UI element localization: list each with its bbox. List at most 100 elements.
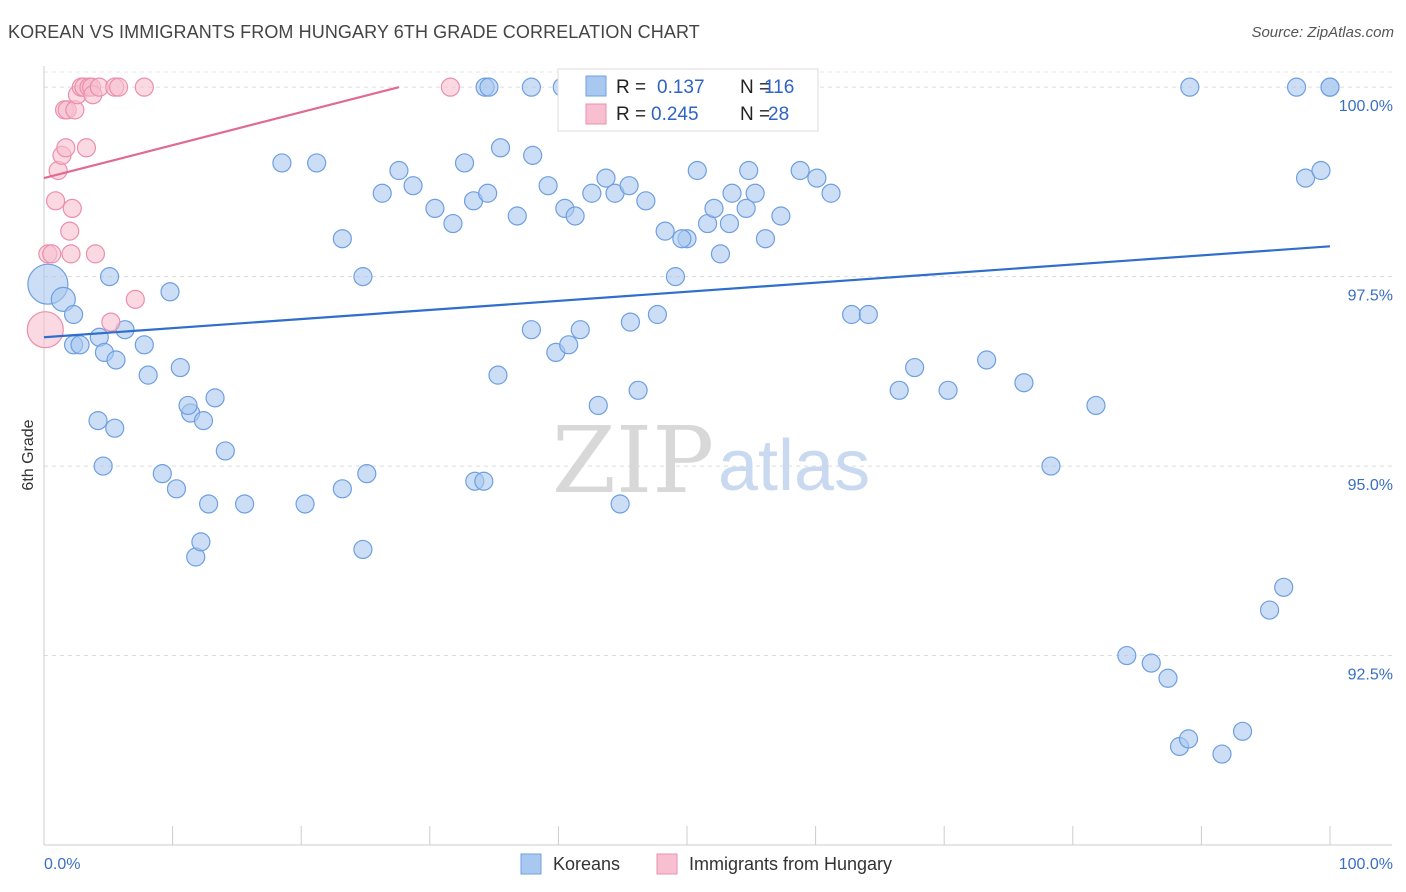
- korean-point: [199, 494, 219, 514]
- korean-point: [722, 183, 742, 203]
- korean-point: [478, 183, 498, 203]
- korean-point: [105, 418, 125, 438]
- korean-point: [166, 479, 187, 499]
- korean-trend-line: [43, 245, 1331, 339]
- korean-point: [152, 464, 172, 484]
- korean-point: [588, 395, 608, 416]
- stats-n-label: N =: [740, 77, 770, 98]
- korean-point: [488, 365, 508, 385]
- chart-title: KOREAN VS IMMIGRANTS FROM HUNGARY 6TH GR…: [8, 22, 700, 42]
- korean-point: [1295, 168, 1316, 188]
- hungary-point: [108, 77, 129, 97]
- korean-point: [1274, 577, 1294, 597]
- hungary-point: [26, 311, 64, 349]
- korean-point: [353, 267, 373, 287]
- watermark-zip: ZIP: [552, 407, 714, 514]
- hungary-point: [85, 244, 106, 264]
- hungary-point: [101, 312, 121, 332]
- legend: Koreans Immigrants from Hungary: [520, 853, 892, 875]
- legend-swatch-hungary: [656, 853, 678, 875]
- korean-point: [736, 198, 756, 219]
- hungary-point: [134, 77, 154, 97]
- trend-lines: [43, 86, 1331, 339]
- korean-point: [134, 335, 154, 355]
- y-tick-label: 100.0%: [1339, 98, 1393, 115]
- korean-point: [807, 168, 827, 188]
- korean-point: [215, 441, 235, 461]
- korean-point: [63, 304, 84, 325]
- korean-point: [138, 365, 158, 385]
- stats-swatch-koreans: [585, 75, 607, 97]
- stats-r-value: 0.245: [651, 104, 699, 125]
- korean-point: [272, 153, 292, 173]
- korean-point: [582, 183, 602, 203]
- x-tick-labels: 0.0% 100.0%: [44, 856, 1393, 873]
- korean-point: [1180, 77, 1200, 97]
- korean-point: [353, 539, 373, 560]
- korean-point: [1178, 729, 1199, 749]
- korean-point: [636, 191, 656, 211]
- korean-point: [403, 176, 423, 196]
- korean-point: [739, 160, 759, 181]
- korean-point: [1259, 600, 1280, 620]
- stats-swatch-hungary: [585, 103, 607, 125]
- korean-point: [1311, 160, 1331, 181]
- korean-point: [191, 532, 211, 552]
- korean-point: [106, 350, 126, 370]
- y-tick-labels: 92.5% 95.0% 97.5% 100.0%: [1339, 98, 1393, 683]
- hungary-trend-line: [43, 86, 400, 180]
- stats-r-label: R =: [616, 104, 646, 125]
- korean-point: [842, 304, 862, 325]
- korean-point: [559, 335, 579, 355]
- korean-point: [1158, 668, 1178, 688]
- hungary-point: [45, 191, 66, 211]
- y-tick-label: 97.5%: [1348, 288, 1393, 305]
- korean-point: [523, 145, 543, 165]
- chart-source: Source: ZipAtlas.com: [1251, 24, 1394, 41]
- hungary-point: [60, 221, 80, 241]
- korean-point: [307, 153, 327, 173]
- korean-point: [1086, 395, 1106, 416]
- stats-box: R = 0.137 N = 116 R = 0.245 N = 28: [557, 68, 819, 132]
- korean-point: [977, 350, 997, 370]
- korean-point: [938, 380, 958, 400]
- legend-label-hungary: Immigrants from Hungary: [689, 854, 892, 874]
- stats-n-value: 116: [764, 77, 794, 98]
- x-tick-label: 100.0%: [1339, 856, 1393, 873]
- korean-point: [332, 229, 352, 249]
- korean-point: [490, 138, 511, 158]
- korean-point: [425, 198, 445, 219]
- korean-point: [1286, 77, 1307, 97]
- stats-r-label: R =: [616, 77, 646, 98]
- stats-n-value: 28: [768, 104, 789, 125]
- korean-point: [538, 176, 558, 196]
- korean-point: [178, 395, 198, 416]
- korean-point: [1117, 645, 1137, 666]
- korean-point: [70, 335, 90, 355]
- korean-point: [745, 183, 765, 203]
- stats-n-label: N =: [740, 104, 770, 125]
- korean-point: [295, 494, 315, 514]
- korean-point: [790, 160, 810, 181]
- korean-point: [610, 494, 630, 514]
- legend-swatch-koreans: [520, 853, 542, 875]
- korean-point: [193, 411, 214, 431]
- korean-point: [704, 198, 724, 219]
- korean-point: [672, 229, 692, 249]
- y-tick-label: 92.5%: [1348, 667, 1393, 684]
- watermark: ZIP atlas: [552, 407, 870, 514]
- hungary-point: [42, 244, 62, 264]
- korean-point: [50, 286, 76, 312]
- hungary-point: [125, 289, 145, 309]
- korean-point: [170, 357, 190, 378]
- korean-point: [771, 206, 791, 226]
- korean-point: [858, 304, 878, 325]
- korean-point: [565, 206, 585, 226]
- korean-point: [570, 320, 590, 340]
- korean-point: [1320, 77, 1340, 97]
- korean-point: [1014, 373, 1034, 393]
- korean-point: [620, 312, 641, 332]
- korean-point: [1041, 456, 1061, 476]
- korean-point: [357, 464, 377, 484]
